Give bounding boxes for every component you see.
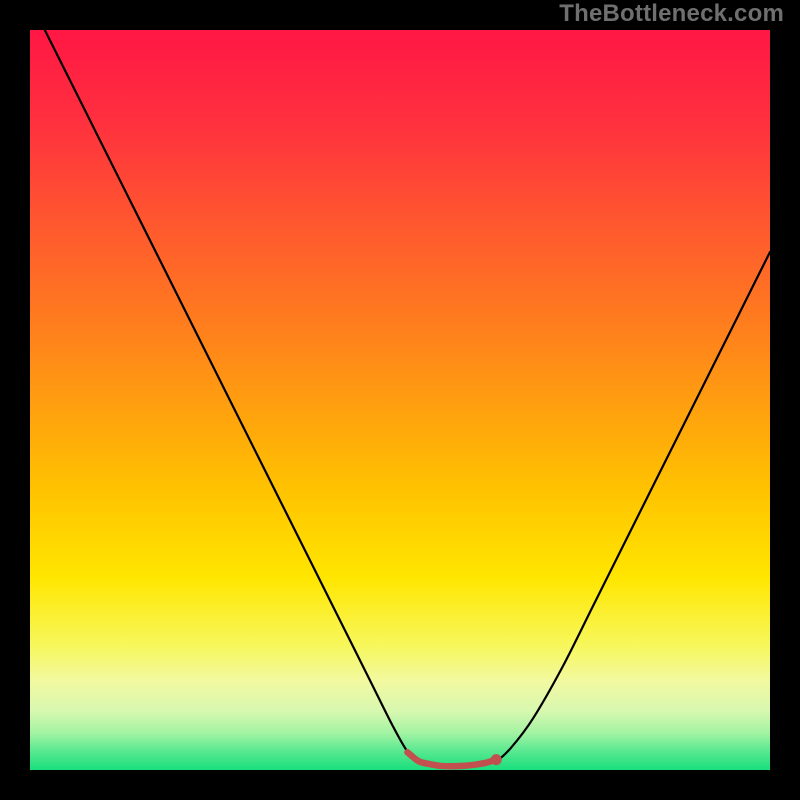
bottleneck-chart (0, 0, 800, 800)
optimal-range-end-dot (491, 754, 502, 765)
plot-background (30, 30, 770, 770)
chart-stage: TheBottleneck.com (0, 0, 800, 800)
watermark-text: TheBottleneck.com (559, 0, 784, 28)
